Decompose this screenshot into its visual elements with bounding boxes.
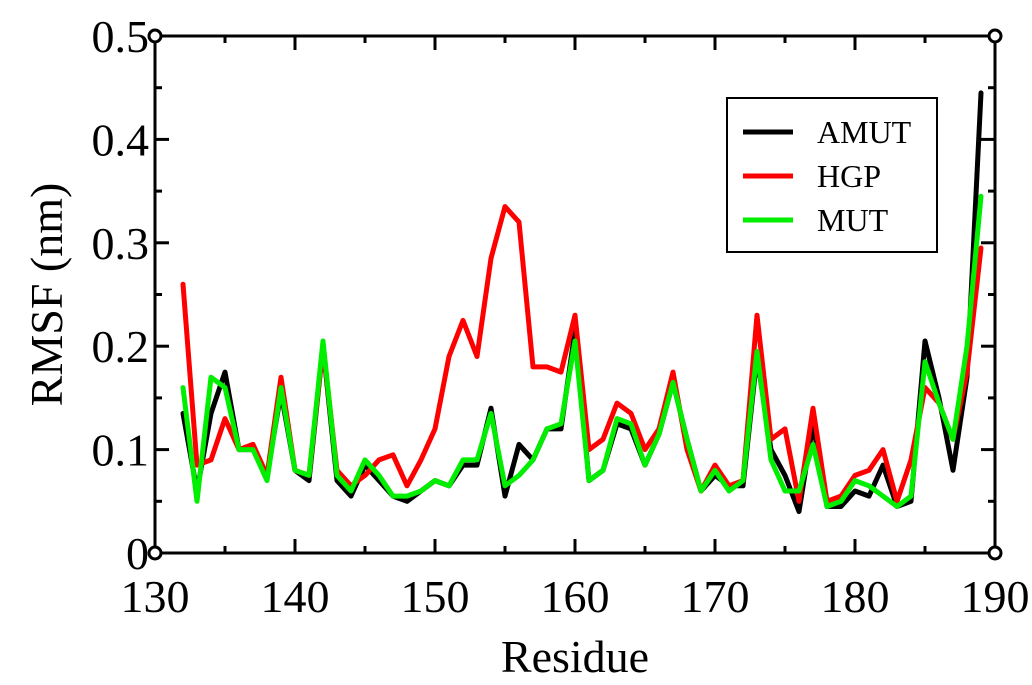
x-tick-label: 140 [261,571,330,622]
series-line-mut [180,193,984,509]
y-tick-label: 0 [126,528,149,579]
x-tick-label: 180 [821,571,890,622]
y-axis-label: RMSF (nm) [21,183,72,407]
series-layer [180,90,984,515]
legend-label-amut: AMUT [817,114,912,150]
y-tick-label: 0.4 [92,114,150,165]
y-tick-label: 0.5 [92,11,150,62]
legend-label-mut: MUT [817,202,889,238]
x-axis-label: Residue [501,631,649,682]
tick-labels: 130 140 150 160 170 180 190 0 0.1 0.2 0.3 0.4 0.5 [92,11,1030,622]
x-tick-label: 130 [121,571,190,622]
corner-marker [147,545,163,561]
x-tick-label: 190 [961,571,1030,622]
x-tick-label: 160 [541,571,610,622]
legend: AMUT HGP MUT [726,97,938,253]
corner-marker [987,545,1003,561]
y-tick-label: 0.1 [92,425,150,476]
corner-marker [987,28,1003,44]
y-tick-label: 0.2 [92,321,150,372]
legend-label-hgp: HGP [817,158,881,194]
x-tick-label: 150 [401,571,470,622]
y-tick-label: 0.3 [92,218,150,269]
x-tick-label: 170 [681,571,750,622]
corner-marker [147,28,163,44]
axis-ticks [153,34,997,555]
plot-corner-markers [147,28,1003,561]
